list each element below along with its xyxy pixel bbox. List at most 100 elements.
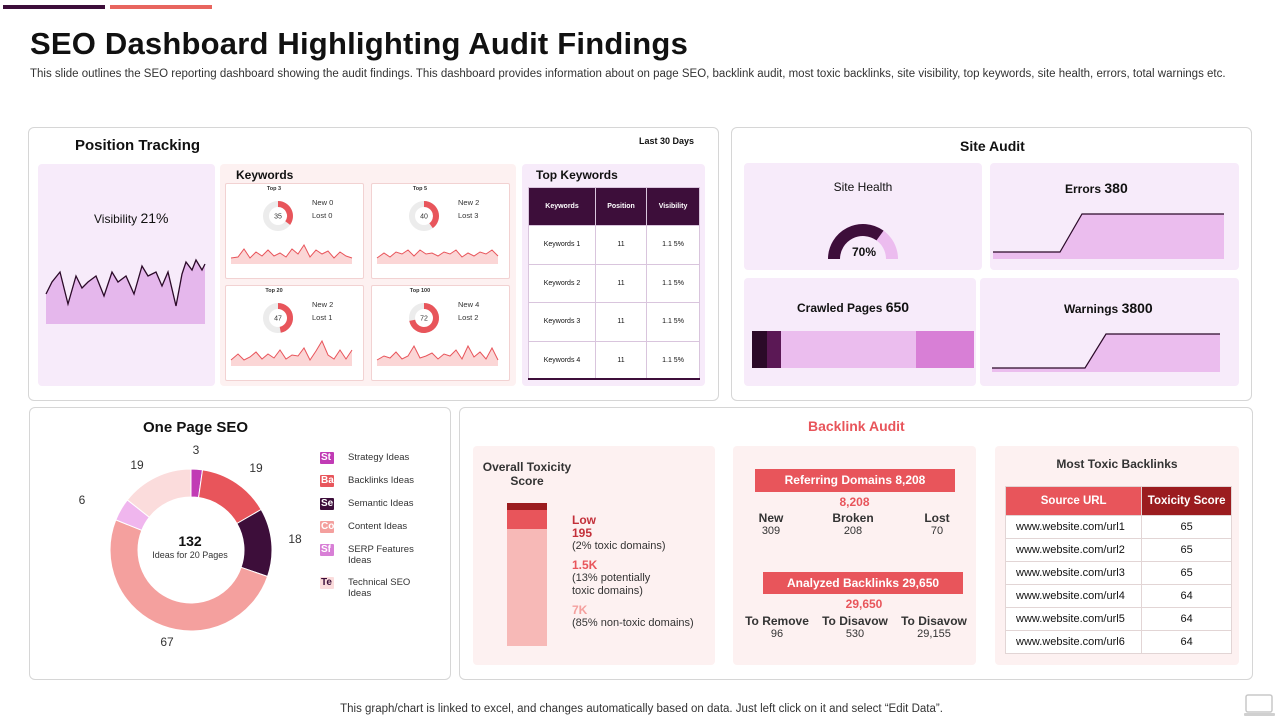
- legend-item: Se Semantic Ideas: [320, 498, 414, 510]
- cell-keyword: Keywords 1: [527, 225, 597, 265]
- table-row: Keywords 3 11 1.1 5%: [527, 302, 700, 342]
- crawled-bar-seg-2: [767, 331, 781, 368]
- errors-area: [993, 214, 1224, 259]
- tile-new: New 2: [458, 198, 480, 207]
- tile-chart: 47: [230, 303, 353, 366]
- cell-visibility: 1.1 5%: [646, 302, 700, 342]
- visibility-area: [46, 260, 205, 324]
- keyword-tile: Top 20 New 2 Lost 1 47: [225, 285, 364, 381]
- tile-line: [230, 339, 353, 361]
- cell-visibility: 1.1 5%: [646, 263, 700, 303]
- donut-hole: [139, 498, 243, 602]
- tile-line: [230, 244, 353, 259]
- tile-line: [376, 344, 499, 361]
- tile-new-lost: New 2 Lost 3: [458, 196, 479, 222]
- legend-label: Technical SEO Ideas: [348, 577, 411, 599]
- stat-label: Broken: [832, 511, 874, 525]
- cell-toxicity-score: 64: [1141, 630, 1232, 654]
- donut-slice-label: 3: [193, 443, 200, 457]
- most-toxic-table: Source URL Toxicity Score www.website.co…: [1004, 486, 1232, 654]
- errors-text: Errors 380: [1065, 180, 1128, 196]
- warnings-value: 3800: [1121, 300, 1153, 316]
- crawled-bar-seg-3: [781, 331, 916, 368]
- donut-caption: Ideas for 20 Pages: [152, 550, 228, 560]
- stat-label: To Disavow: [822, 614, 888, 628]
- legend-swatch: Se: [320, 498, 334, 510]
- most-toxic-title: Most Toxic Backlinks: [1056, 457, 1178, 471]
- visibility-value: 21%: [140, 210, 169, 226]
- analyzed-stats: To Remove 96 To Disavow 530 To Disavow 29,1…: [741, 614, 971, 640]
- toxicity-bar-low: [507, 529, 547, 646]
- legend-swatch: Ba: [320, 475, 334, 487]
- col-visibility: Visibility: [646, 187, 700, 226]
- legend-item: Te Technical SEO Ideas: [320, 577, 414, 599]
- tile-new-lost: New 4 Lost 2: [458, 298, 479, 324]
- monitor-icon: [1244, 694, 1275, 716]
- cell-visibility: 1.1 5%: [646, 225, 700, 265]
- accent-bar-dark: [3, 5, 105, 9]
- legend-label: Semantic Ideas: [348, 498, 414, 509]
- tile-label: Top 100: [409, 288, 431, 294]
- stat-value: 530: [845, 628, 865, 640]
- stat-to-disavow-2: To Disavow 29,155: [897, 614, 971, 640]
- tile-lost: Lost 1: [312, 313, 333, 322]
- donut-slice-label: 18: [288, 532, 302, 546]
- cell-position: 11: [595, 263, 648, 303]
- col-keywords: Keywords: [527, 187, 597, 226]
- site-health-gauge: [828, 223, 898, 259]
- stat-value: 208: [843, 525, 863, 537]
- mid-value: 1.5K: [572, 558, 598, 572]
- toxicity-legend: Low 195 (2% toxic domains) 1.5K (13% pot…: [572, 514, 694, 630]
- table-row: www.website.com/url4 64: [1004, 584, 1232, 608]
- tile-area: [377, 346, 498, 366]
- legend-item: Co Content Ideas: [320, 521, 414, 533]
- cell-position: 11: [595, 225, 648, 265]
- legend-swatch: St: [320, 452, 334, 464]
- tile-ring-value: 72: [420, 316, 428, 323]
- site-health-label: Site Health: [833, 180, 893, 194]
- col-position: Position: [595, 187, 648, 226]
- tile-area: [231, 245, 352, 264]
- stat-label: Lost: [924, 511, 950, 525]
- domains-panel: Referring Domains 8,208 8,208 New 309 Bro…: [733, 446, 976, 665]
- crawled-value: 650: [885, 299, 910, 315]
- table-row: www.website.com/url2 65: [1004, 538, 1232, 562]
- donut-slice-label: 19: [249, 461, 263, 475]
- donut-total: 132: [178, 533, 202, 549]
- mid-note: (13% potentially toxic domains): [572, 572, 651, 597]
- tile-new-lost: New 0 Lost 0: [312, 196, 333, 222]
- warnings-label: Warnings: [1064, 302, 1119, 316]
- period-label: Last 30 Days: [639, 136, 695, 146]
- crawled-text: Crawled Pages 650: [797, 299, 909, 315]
- crawled-bar-seg-1: [752, 331, 767, 368]
- cell-position: 11: [595, 340, 648, 380]
- stat-to-remove: To Remove 96: [741, 614, 813, 640]
- tile-ring-fill: [277, 303, 293, 333]
- cell-toxicity-score: 64: [1141, 584, 1232, 608]
- tile-new-lost: New 2 Lost 1: [312, 298, 333, 324]
- legend-label: Content Ideas: [348, 521, 408, 532]
- tile-lost: Lost 2: [458, 313, 479, 322]
- crawled-pages-panel: Crawled Pages 650: [744, 278, 976, 386]
- cell-keyword: Keywords 2: [527, 263, 597, 303]
- tile-ring-value: 47: [274, 316, 282, 323]
- site-audit-title: Site Audit: [960, 138, 1025, 154]
- cell-toxicity-score: 65: [1141, 538, 1232, 562]
- referring-domains-value: 8,208: [839, 495, 870, 509]
- cell-keyword: Keywords 4: [527, 340, 597, 380]
- low-label: Low: [572, 513, 596, 527]
- col-toxicity-score: Toxicity Score: [1141, 486, 1232, 516]
- page-title: SEO Dashboard Highlighting Audit Finding…: [30, 26, 689, 61]
- errors-step-chart: [993, 213, 1224, 259]
- stat-label: New: [758, 511, 784, 525]
- donut-slice: [109, 519, 269, 632]
- table-row: Keywords 1 11 1.1 5%: [527, 225, 700, 265]
- errors-value: 380: [1104, 180, 1128, 196]
- table-row: Keywords 2 11 1.1 5%: [527, 263, 700, 303]
- crawled-bar-seg-4: [916, 331, 974, 368]
- tile-chart: 35: [230, 201, 353, 264]
- tile-new: New 0: [312, 198, 334, 207]
- stat-value: 309: [761, 525, 781, 537]
- top-keywords-title: Top Keywords: [536, 168, 618, 182]
